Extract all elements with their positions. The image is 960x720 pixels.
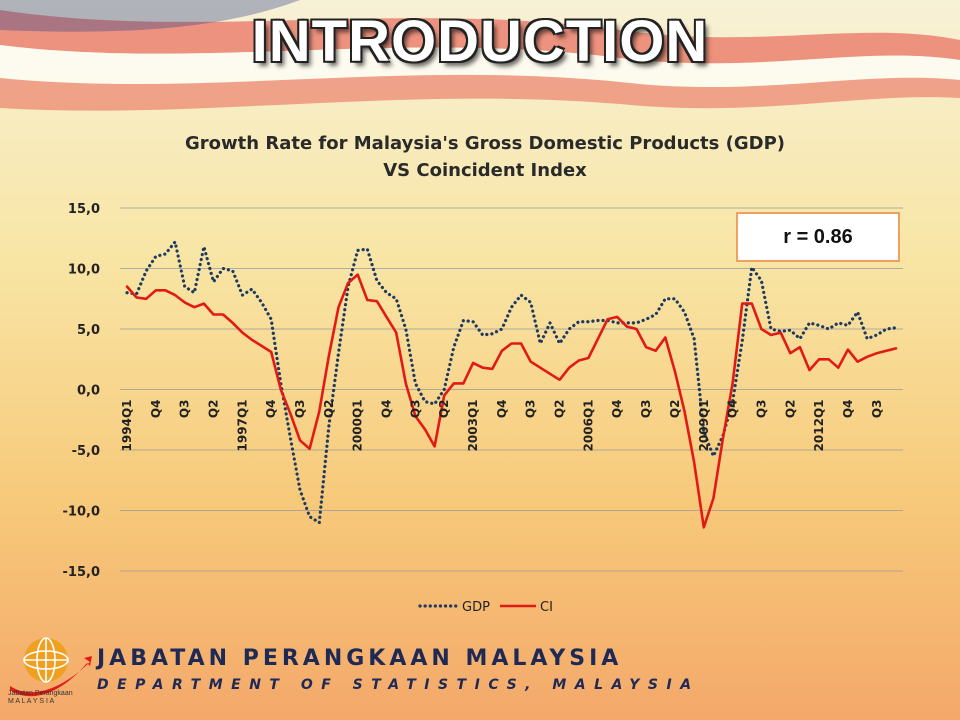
footer-organisation-name: JABATAN PERANGKAAN MALAYSIA <box>97 646 623 671</box>
x-tick-label: Q3 <box>639 400 653 419</box>
chart-title-line1: Growth Rate for Malaysia's Gross Domesti… <box>185 133 785 154</box>
x-tick-label: 1994Q1 <box>120 400 134 452</box>
x-tick-label: Q2 <box>553 400 567 419</box>
x-tick-label: Q2 <box>783 400 797 419</box>
y-tick-label: -5,0 <box>72 444 100 459</box>
x-tick-label: Q3 <box>293 400 307 419</box>
series-line-ci <box>125 273 898 529</box>
x-tick-label: Q4 <box>264 400 278 419</box>
slide-title: INTRODUCTION <box>251 9 709 74</box>
x-tick-label: Q3 <box>524 400 538 419</box>
x-tick-label: Q4 <box>610 400 624 419</box>
x-tick-label: Q3 <box>408 400 422 419</box>
x-tick-label: Q2 <box>668 400 682 419</box>
y-tick-label: 0,0 <box>77 384 100 399</box>
line-chart: 15,0 10,0 5,0 0,0 -5,0 -10,0 -15,0 1994Q1 Q4 Q3 Q2… <box>63 202 903 615</box>
legend-label-gdp: GDP <box>462 600 490 615</box>
correlation-text: r = 0.86 <box>783 225 853 248</box>
chart-title: Growth Rate for Malaysia's Gross Domesti… <box>100 130 870 184</box>
x-tick-label: Q4 <box>149 400 163 419</box>
globe-icon <box>10 637 92 697</box>
chart-title-line2: VS Coincident Index <box>383 160 587 181</box>
logo-caption-line2: M A L A Y S I A <box>8 698 55 705</box>
y-tick-label: 10,0 <box>68 263 100 278</box>
x-tick-label: Q2 <box>437 400 451 419</box>
x-tick-label: Q3 <box>178 400 192 419</box>
legend-label-ci: CI <box>540 600 553 615</box>
x-tick-label: 1997Q1 <box>235 400 249 452</box>
correlation-annotation: r = 0.86 <box>736 212 900 262</box>
x-tick-label: Q3 <box>754 400 768 419</box>
y-tick-label: -15,0 <box>63 565 100 580</box>
y-tick-label: -10,0 <box>63 505 100 520</box>
x-tick-label: 2012Q1 <box>812 400 826 452</box>
x-tick-label: 2009Q1 <box>697 400 711 452</box>
logo-caption-line1: Jabatan Perangkaan <box>8 690 73 697</box>
x-tick-label: Q4 <box>380 400 394 419</box>
x-tick-label: 2000Q1 <box>351 400 365 452</box>
x-tick-label: Q4 <box>726 400 740 419</box>
x-tick-label: Q4 <box>495 400 509 419</box>
x-tick-label: 2006Q1 <box>581 400 595 452</box>
logo-caption: Jabatan Perangkaan M A L A Y S I A <box>8 690 88 706</box>
x-tick-label: Q4 <box>841 400 855 419</box>
x-tick-label: Q3 <box>870 400 884 419</box>
series-line-gdp <box>125 240 898 525</box>
footer-organisation-subtitle: DEPARTMENT OF STATISTICS, MALAYSIA <box>97 677 700 693</box>
x-tick-label: 2003Q1 <box>466 400 480 452</box>
x-tick-label: Q2 <box>322 400 336 419</box>
flag-banner-background <box>0 0 960 111</box>
y-tick-label: 5,0 <box>77 323 100 338</box>
x-tick-label: Q2 <box>207 400 221 419</box>
y-tick-label: 15,0 <box>68 202 100 217</box>
